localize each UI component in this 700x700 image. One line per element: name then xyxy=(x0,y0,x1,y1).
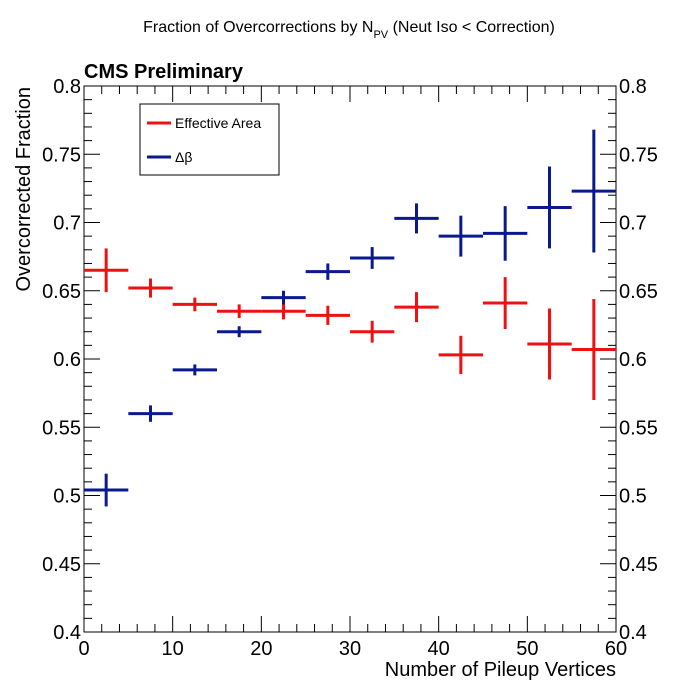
y-tick-labels-left: 0.4 0.45 0.5 0.55 0.6 0.65 0.7 0.75 0.8 xyxy=(42,76,81,644)
legend-label-delta-beta: Δβ xyxy=(175,149,192,165)
data-point xyxy=(128,405,173,422)
data-point xyxy=(128,278,173,298)
axis-ticks xyxy=(83,85,617,633)
y-tick-label-left: 0.4 xyxy=(53,622,81,644)
y-tick-label-right: 0.75 xyxy=(619,144,658,166)
data-point xyxy=(84,248,129,293)
y-tick-label-left: 0.7 xyxy=(53,213,81,235)
y-tick-label-right: 0.4 xyxy=(619,622,647,644)
data-point xyxy=(305,305,350,325)
y-tick-label-right: 0.6 xyxy=(619,349,647,371)
y-tick-label-right: 0.8 xyxy=(619,76,647,98)
y-tick-labels-right: 0.4 0.45 0.5 0.55 0.6 0.65 0.7 0.75 0.8 xyxy=(619,76,658,644)
y-tick-label-right: 0.7 xyxy=(619,213,647,235)
data-point xyxy=(571,298,616,400)
data-point xyxy=(84,473,129,507)
data-point xyxy=(483,277,528,329)
y-tick-label-right: 0.5 xyxy=(619,486,647,508)
y-tick-label-left: 0.55 xyxy=(42,417,81,439)
x-tick-label: 40 xyxy=(428,638,450,660)
x-tick-label: 0 xyxy=(78,638,89,660)
y-tick-label-left: 0.75 xyxy=(42,144,81,166)
data-point xyxy=(438,215,483,257)
data-point xyxy=(394,292,439,323)
cms-preliminary-label: CMS Preliminary xyxy=(84,61,244,83)
x-axis-title: Number of Pileup Vertices xyxy=(385,659,616,681)
y-tick-label-left: 0.6 xyxy=(53,349,81,371)
data-point xyxy=(527,308,572,380)
x-tick-labels: 0 10 20 30 40 50 60 xyxy=(78,638,627,660)
series-layer xyxy=(84,129,616,507)
y-axis-title: Overcorrected Fraction xyxy=(13,87,35,292)
legend-label-effective-area: Effective Area xyxy=(175,115,261,131)
y-tick-label-left: 0.8 xyxy=(53,76,81,98)
x-tick-label: 60 xyxy=(605,638,627,660)
x-tick-label: 50 xyxy=(516,638,538,660)
legend-box xyxy=(139,103,280,176)
data-point xyxy=(261,290,306,305)
data-point xyxy=(350,247,395,269)
data-point xyxy=(571,129,616,253)
data-point xyxy=(394,203,439,234)
legend: Effective Area Δβ xyxy=(139,103,280,176)
y-tick-label-right: 0.45 xyxy=(619,554,658,576)
y-tick-label-left: 0.45 xyxy=(42,554,81,576)
data-point xyxy=(261,303,306,320)
data-point xyxy=(438,335,483,375)
x-tick-label: 10 xyxy=(162,638,184,660)
y-tick-label-left: 0.5 xyxy=(53,486,81,508)
data-point xyxy=(217,304,262,319)
data-point xyxy=(350,320,395,343)
data-point xyxy=(305,263,350,280)
data-point xyxy=(172,364,217,376)
data-point xyxy=(217,326,262,338)
series-1 xyxy=(84,129,616,507)
data-point xyxy=(483,206,528,261)
x-tick-label: 20 xyxy=(250,638,272,660)
data-point xyxy=(172,297,217,312)
y-tick-label-left: 0.65 xyxy=(42,281,81,303)
y-tick-label-right: 0.55 xyxy=(619,417,658,439)
data-point xyxy=(527,166,572,249)
x-tick-label: 30 xyxy=(339,638,361,660)
y-tick-label-right: 0.65 xyxy=(619,281,658,303)
chart-title: Fraction of Overcorrections by NPV (Neut… xyxy=(143,19,555,41)
series-0 xyxy=(84,248,616,400)
